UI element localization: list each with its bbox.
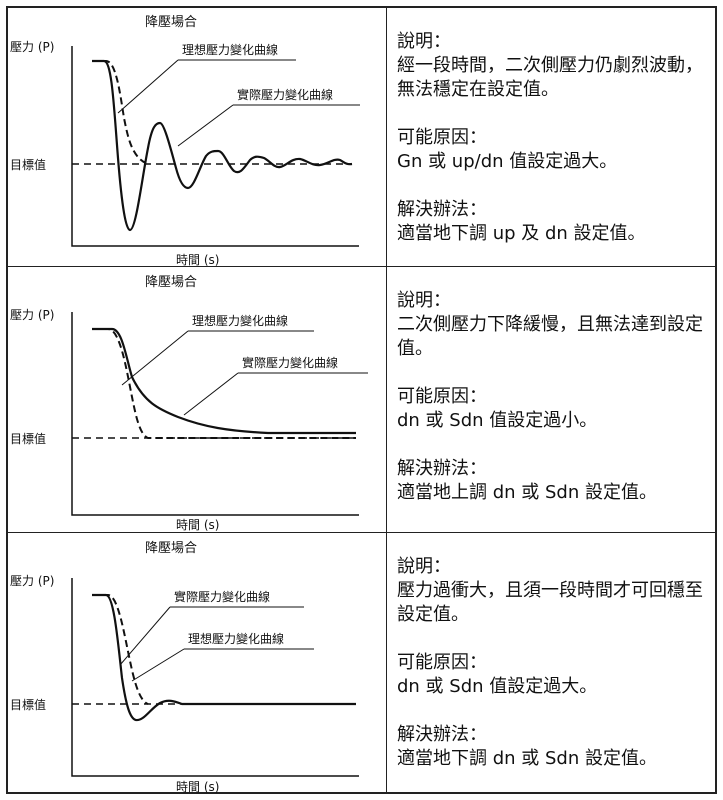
case-2-target-label: 目標值	[10, 431, 46, 446]
case-3-actual-label: 實際壓力變化曲線	[174, 589, 270, 604]
case-1-ideal-curve	[92, 60, 149, 165]
case-2-title: 降壓場合	[145, 275, 197, 290]
case-2-actual-label: 實際壓力變化曲線	[242, 355, 338, 370]
case-3-cause-heading: 可能原因：	[397, 652, 487, 673]
case-1-ideal-label: 理想壓力變化曲線	[182, 42, 278, 57]
case-row-3: 降壓場合 壓力 (P) 目標值 時間 (s) 實際壓力變化曲線 理想壓力變化曲線	[8, 532, 715, 794]
case-1-solution-text: 適當地下調 up 及 dn 設定值。	[397, 223, 646, 244]
case-2-ideal-curve	[92, 328, 356, 439]
case-3-diagram-cell: 降壓場合 壓力 (P) 目標值 時間 (s) 實際壓力變化曲線 理想壓力變化曲線	[8, 533, 387, 794]
case-3-actual-leader	[119, 606, 171, 666]
case-1-cause-text: Gn 或 up/dn 值設定過大。	[397, 151, 618, 172]
case-3-y-axis-label: 壓力 (P)	[10, 574, 54, 588]
case-2-cause-text: dn 或 Sdn 值設定過小。	[397, 410, 598, 431]
case-2-solution-heading: 解決辦法：	[397, 458, 487, 479]
case-2-y-axis-label: 壓力 (P)	[10, 308, 54, 322]
case-1-actual-label: 實際壓力變化曲線	[237, 87, 333, 102]
case-3-solution-text: 適當地下調 dn 或 Sdn 設定值。	[397, 748, 657, 769]
case-2-explain-text: 二次側壓力下降緩慢，且無法達到設定值。	[397, 314, 703, 359]
case-1-explain-heading: 說明：	[397, 31, 451, 52]
case-3-solution-heading: 解決辦法：	[397, 724, 487, 745]
case-1-actual-leader	[177, 104, 234, 147]
case-1-title: 降壓場合	[145, 15, 197, 30]
case-1-solution-heading: 解決辦法：	[397, 199, 487, 220]
case-2-diagram-cell: 降壓場合 壓力 (P) 目標值 時間 (s) 理想壓力變化曲線 實際壓力變化曲線	[8, 267, 387, 532]
case-2-cause-heading: 可能原因：	[397, 386, 487, 407]
case-1-target-label: 目標值	[10, 157, 46, 172]
case-1-diagram: 降壓場合 壓力 (P) 目標值 時間 (s) 理想壓力變化曲線 實際壓力變化曲線	[10, 15, 360, 266]
case-3-diagram: 降壓場合 壓力 (P) 目標值 時間 (s) 實際壓力變化曲線 理想壓力變化曲線	[10, 541, 359, 794]
case-3-description: 說明： 壓力過衝大，且須一段時間才可回穩至設定值。 可能原因： dn 或 Sdn…	[387, 533, 715, 794]
case-2-solution-block: 解決辦法： 適當地上調 dn 或 Sdn 設定值。	[397, 457, 705, 505]
case-1-cause-heading: 可能原因：	[397, 127, 487, 148]
case-1-description: 說明： 經一段時間，二次側壓力仍劇烈波動，無法穩定在設定值。 可能原因： Gn …	[387, 8, 715, 266]
case-3-ideal-curve	[92, 594, 149, 705]
case-2-description: 說明： 二次側壓力下降緩慢，且無法達到設定值。 可能原因： dn 或 Sdn 值…	[387, 267, 715, 532]
case-2-diagram: 降壓場合 壓力 (P) 目標值 時間 (s) 理想壓力變化曲線 實際壓力變化曲線	[10, 275, 368, 532]
case-1-explain-text: 經一段時間，二次側壓力仍劇烈波動，無法穩定在設定值。	[397, 55, 703, 100]
case-1-actual-curve	[92, 59, 353, 232]
case-1-explain-block: 說明： 經一段時間，二次側壓力仍劇烈波動，無法穩定在設定值。	[397, 30, 705, 102]
case-1-cause-block: 可能原因： Gn 或 up/dn 值設定過大。	[397, 126, 705, 174]
case-3-solution-block: 解決辦法： 適當地下調 dn 或 Sdn 設定值。	[397, 723, 705, 771]
case-3-cause-text: dn 或 Sdn 值設定過大。	[397, 676, 598, 697]
case-2-explain-block: 說明： 二次側壓力下降緩慢，且無法達到設定值。	[397, 289, 705, 361]
case-2-ideal-label: 理想壓力變化曲線	[192, 313, 288, 328]
case-1-x-axis-label: 時間 (s)	[176, 253, 219, 266]
case-3-explain-heading: 說明：	[397, 556, 451, 577]
case-2-explain-heading: 說明：	[397, 290, 451, 311]
case-row-2: 降壓場合 壓力 (P) 目標值 時間 (s) 理想壓力變化曲線 實際壓力變化曲線	[8, 266, 715, 532]
case-3-target-label: 目標值	[10, 697, 46, 712]
case-3-actual-curve	[92, 593, 356, 722]
case-3-explain-text: 壓力過衝大，且須一段時間才可回穩至設定值。	[397, 580, 703, 625]
case-2-actual-curve	[92, 327, 356, 435]
case-2-solution-text: 適當地上調 dn 或 Sdn 設定值。	[397, 482, 657, 503]
case-2-ideal-leader	[121, 330, 189, 386]
case-2-cause-block: 可能原因： dn 或 Sdn 值設定過小。	[397, 385, 705, 433]
case-3-x-axis-label: 時間 (s)	[176, 780, 219, 794]
case-2-x-axis-label: 時間 (s)	[176, 518, 219, 532]
troubleshooting-table: 降壓場合 壓力 (P) 目標值 時間 (s) 理想壓力變化曲線 實際壓力變化曲線	[6, 6, 717, 794]
case-1-diagram-cell: 降壓場合 壓力 (P) 目標值 時間 (s) 理想壓力變化曲線 實際壓力變化曲線	[8, 8, 387, 266]
case-3-axes	[71, 578, 359, 777]
case-1-y-axis-label: 壓力 (P)	[10, 40, 54, 54]
case-3-ideal-leader	[131, 648, 185, 682]
case-row-1: 降壓場合 壓力 (P) 目標值 時間 (s) 理想壓力變化曲線 實際壓力變化曲線	[8, 8, 715, 266]
case-1-solution-block: 解決辦法： 適當地下調 up 及 dn 設定值。	[397, 198, 705, 246]
case-3-ideal-label: 理想壓力變化曲線	[188, 631, 284, 646]
case-3-cause-block: 可能原因： dn 或 Sdn 值設定過大。	[397, 651, 705, 699]
case-1-axes	[71, 46, 359, 247]
case-3-title: 降壓場合	[145, 541, 197, 556]
case-3-explain-block: 說明： 壓力過衝大，且須一段時間才可回穩至設定值。	[397, 555, 705, 627]
case-2-actual-leader	[183, 372, 239, 416]
case-2-axes	[71, 312, 359, 516]
case-1-ideal-leader	[117, 59, 179, 114]
